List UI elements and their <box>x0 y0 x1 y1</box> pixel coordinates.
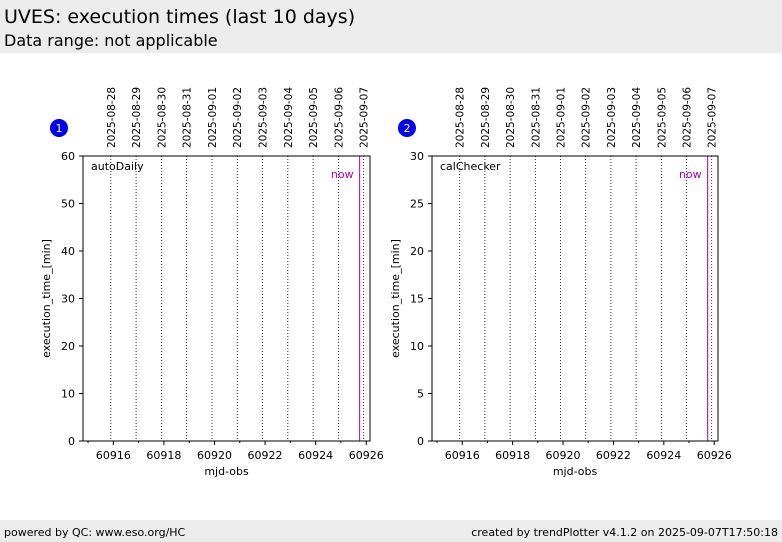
x-tick-label: 60918 <box>495 449 530 462</box>
date-tick-label: 2025-08-29 <box>131 87 143 148</box>
date-tick-label: 2025-09-04 <box>283 87 295 148</box>
date-tick-label: 2025-09-06 <box>333 87 345 148</box>
x-axis-label: mjd-obs <box>204 465 249 478</box>
date-tick-label: 2025-09-03 <box>606 87 618 148</box>
date-tick-label: 2025-09-05 <box>308 87 320 148</box>
date-tick-label: 2025-09-01 <box>207 87 219 148</box>
panel-label: calChecker <box>440 160 501 173</box>
date-tick-label: 2025-08-30 <box>505 87 517 148</box>
date-tick-label: 2025-09-04 <box>631 87 643 148</box>
y-axis-label: execution_time_[min] <box>40 239 53 358</box>
x-tick-label: 60922 <box>596 449 631 462</box>
now-label: now <box>331 168 354 181</box>
panel-number: 2 <box>404 122 411 135</box>
chart-panel-1: 2025-08-28 2025-08-29 2025-08-30 2025-08-31… <box>40 87 384 478</box>
date-tick-label: 2025-08-31 <box>530 87 542 148</box>
panel-number-badge <box>398 119 416 137</box>
y-tick-label: 20 <box>61 340 75 353</box>
date-tick-label: 2025-09-07 <box>707 87 719 148</box>
date-tick-label: 2025-09-02 <box>581 87 593 148</box>
y-tick-label: 10 <box>61 388 75 401</box>
y-tick-label: 0 <box>417 435 424 448</box>
x-tick-label: 60924 <box>298 449 333 462</box>
now-label: now <box>679 168 702 181</box>
panel-number: 1 <box>56 122 63 135</box>
x-tick-label: 60916 <box>445 449 480 462</box>
x-tick-label: 60918 <box>146 449 181 462</box>
date-tick-label: 2025-08-31 <box>182 87 194 148</box>
x-tick-label: 60926 <box>349 449 384 462</box>
y-tick-label: 60 <box>61 150 75 163</box>
y-tick-label: 20 <box>410 245 424 258</box>
date-tick-label: 2025-09-07 <box>359 87 371 148</box>
x-axis-label: mjd-obs <box>553 465 598 478</box>
x-tick-label: 60920 <box>197 449 232 462</box>
date-tick-label: 2025-08-29 <box>480 87 492 148</box>
date-tick-label: 2025-08-28 <box>106 87 118 148</box>
date-tick-label: 2025-09-03 <box>258 87 270 148</box>
panel-label: autoDaily <box>91 160 144 173</box>
footer-generator: created by trendPlotter v4.1.2 on 2025-0… <box>471 526 778 539</box>
y-tick-label: 30 <box>410 150 424 163</box>
date-tick-label: 2025-09-02 <box>232 87 244 148</box>
y-tick-label: 40 <box>61 245 75 258</box>
footer-credit: powered by QC: www.eso.org/HC <box>4 526 186 539</box>
date-tick-label: 2025-08-28 <box>455 87 467 148</box>
header-bar: UVES: execution times (last 10 days) Dat… <box>0 0 782 53</box>
x-tick-label: 60924 <box>646 449 681 462</box>
x-tick-label: 60926 <box>697 449 732 462</box>
plot-frame <box>82 155 371 442</box>
y-axis-label: execution_time_[min] <box>389 239 402 358</box>
date-tick-label: 2025-09-06 <box>682 87 694 148</box>
plot-frame <box>431 155 719 442</box>
y-tick-label: 30 <box>61 293 75 306</box>
page-subtitle: Data range: not applicable <box>4 31 218 50</box>
y-tick-label: 0 <box>68 435 75 448</box>
y-tick-label: 5 <box>417 388 424 401</box>
panel-number-badge <box>50 119 68 137</box>
y-tick-label: 25 <box>410 198 424 211</box>
x-tick-label: 60922 <box>248 449 283 462</box>
x-tick-label: 60920 <box>546 449 581 462</box>
y-tick-label: 10 <box>410 340 424 353</box>
date-tick-label: 2025-08-30 <box>156 87 168 148</box>
x-tick-label: 60916 <box>96 449 131 462</box>
page-title: UVES: execution times (last 10 days) <box>4 6 356 28</box>
date-tick-label: 2025-09-01 <box>556 87 568 148</box>
y-tick-label: 15 <box>410 293 424 306</box>
date-tick-label: 2025-09-05 <box>656 87 668 148</box>
footer-bar: powered by QC: www.eso.org/HC created by… <box>0 520 782 542</box>
y-tick-label: 50 <box>61 198 75 211</box>
chart-panel-2: 2025-08-28 2025-08-29 2025-08-30 2025-08-31… <box>389 87 732 478</box>
